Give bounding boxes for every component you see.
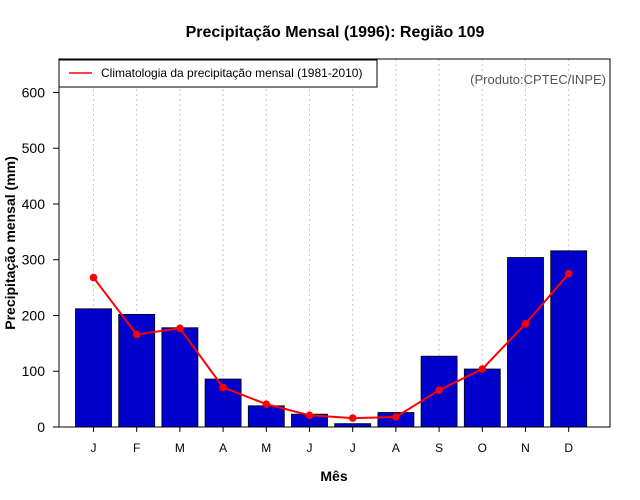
x-tick-label: D bbox=[564, 441, 573, 455]
bar-10 bbox=[463, 368, 501, 428]
y-tick-label: 400 bbox=[22, 196, 46, 212]
x-tick-label: M bbox=[261, 441, 271, 455]
bar-11 bbox=[507, 257, 544, 428]
climatology-point-1 bbox=[89, 273, 98, 282]
bar-12 bbox=[550, 250, 588, 428]
x-tick-label: A bbox=[219, 441, 227, 455]
legend-label: Climatologia da precipitação mensal (198… bbox=[101, 66, 362, 80]
climatology-point-9 bbox=[435, 386, 443, 395]
x-tick-label: O bbox=[478, 441, 487, 455]
x-tick-label: J bbox=[350, 441, 356, 455]
climatology-series bbox=[89, 269, 573, 422]
x-tick-label: J bbox=[307, 441, 313, 455]
y-tick-label: 500 bbox=[22, 140, 46, 156]
x-tick-label: J bbox=[91, 441, 97, 455]
y-tick-label: 200 bbox=[22, 307, 46, 323]
bar-3 bbox=[161, 327, 199, 428]
climatology-point-3 bbox=[176, 324, 184, 333]
climatology-point-2 bbox=[132, 330, 141, 339]
bar-7 bbox=[334, 423, 372, 428]
x-tick-label: M bbox=[175, 441, 185, 455]
legend-box bbox=[58, 59, 378, 88]
x-tick-label: N bbox=[521, 441, 530, 455]
y-tick-label: 100 bbox=[22, 363, 46, 379]
climatology-point-10 bbox=[478, 365, 487, 373]
climatology-point-12 bbox=[564, 269, 573, 278]
x-tick-label: F bbox=[133, 441, 140, 455]
bar-5 bbox=[247, 405, 285, 428]
y-tick-label: 600 bbox=[22, 84, 46, 100]
y-tick-label: 300 bbox=[22, 252, 46, 268]
x-tick-label: A bbox=[392, 441, 400, 455]
climatology-point-4 bbox=[219, 383, 227, 392]
climatology-point-7 bbox=[348, 414, 357, 422]
plot-frame bbox=[58, 58, 611, 428]
legend: Climatologia da precipitação mensal (198… bbox=[58, 59, 378, 88]
climatology-point-11 bbox=[521, 320, 530, 328]
y-axis-label: Precipitação mensal (mm) bbox=[2, 156, 18, 330]
climatology-line bbox=[92, 273, 570, 420]
climatology-point-8 bbox=[392, 413, 400, 421]
y-tick-label: 0 bbox=[37, 419, 45, 435]
climatology-point-6 bbox=[305, 411, 314, 420]
bar-4 bbox=[204, 378, 242, 428]
x-axis-label: Mês bbox=[320, 468, 347, 484]
credit-text: (Produto:CPTEC/INPE) bbox=[470, 72, 606, 87]
y-axis: 0 100 200 300 400 500 600 bbox=[22, 84, 59, 435]
climatology-point-5 bbox=[262, 400, 271, 408]
x-tick-label: S bbox=[435, 441, 443, 455]
chart-title: Precipitação Mensal (1996): Região 109 bbox=[186, 24, 485, 41]
bar-1 bbox=[75, 308, 112, 428]
